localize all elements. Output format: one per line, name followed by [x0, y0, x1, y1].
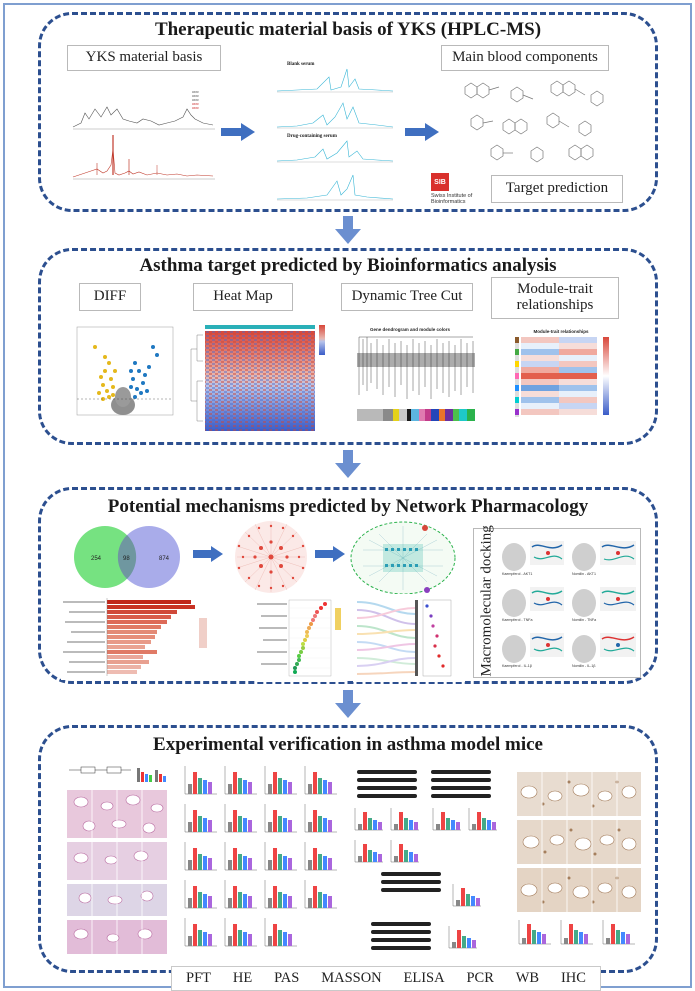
docking-thumb	[502, 541, 564, 571]
label-diff: DIFF	[79, 283, 141, 311]
chemical-structures-figure	[451, 77, 615, 169]
svg-text:####: ####	[192, 94, 199, 98]
down-arrow-icon	[335, 216, 361, 244]
technique-list: PFT HE PAS MASSON ELISA PCR WB IHC	[171, 966, 601, 991]
technique-ihc: IHC	[560, 970, 586, 986]
module-trait-title: Module-trait relationships	[533, 329, 589, 334]
docking-thumb	[502, 633, 564, 663]
sib-logo-mark: SIB	[431, 173, 449, 191]
chrom-label-drug: Drug-containing serum	[287, 134, 338, 139]
svg-text:####: ####	[192, 90, 199, 94]
label-dynamic-tree-cut: Dynamic Tree Cut	[341, 283, 473, 311]
technique-elisa: ELISA	[403, 970, 445, 986]
label-main-blood-components: Main blood components	[441, 45, 609, 71]
venn-count-intersection: 98	[123, 556, 130, 562]
docking-thumb	[502, 587, 564, 617]
label-target-prediction: Target prediction	[491, 175, 623, 203]
panel-material-basis: Therapeutic material basis of YKS (HPLC-…	[38, 12, 658, 212]
docking-panel: Macromolecular docking	[473, 525, 641, 678]
module-trait-figure: Module-trait relationships	[491, 327, 621, 433]
svg-text:####: ####	[192, 102, 199, 106]
panel-title-bioinformatics: Asthma target predicted by Bioinformatic…	[139, 255, 557, 276]
volcano-plot-figure	[65, 323, 177, 427]
dendrogram-title: Gene dendrogram and module colors	[370, 327, 451, 332]
label-module-trait: Module-trait relationships	[491, 277, 619, 319]
technique-wb: WB	[515, 970, 540, 986]
docking-caption: Kaempferol - AKT1	[502, 572, 532, 576]
western-blot-figure	[351, 764, 501, 960]
heat-map-figure	[185, 321, 329, 433]
ppi-network-figure	[235, 521, 307, 593]
label-yks-material-basis: YKS material basis	[67, 45, 221, 71]
right-arrow-icon	[221, 123, 255, 141]
dendrogram-figure: Gene dendrogram and module colors	[337, 325, 483, 431]
sankey-figure	[353, 594, 465, 682]
technique-pcr: PCR	[466, 970, 494, 986]
compound-target-network-figure	[350, 521, 456, 595]
docking-caption: Nomilin - IL-1β	[572, 664, 595, 668]
right-arrow-icon	[315, 546, 345, 562]
technique-masson: MASSON	[321, 970, 382, 986]
svg-text:####: ####	[192, 106, 199, 110]
label-heat-map: Heat Map	[193, 283, 293, 311]
serum-chromatogram-figure: Blank serum Drug-containing serum	[267, 57, 397, 203]
sib-name-line1: Swiss Institute of	[431, 193, 473, 199]
sib-name-line2: Bioinformatics	[431, 199, 466, 205]
panel-title-experimental: Experimental verification in asthma mode…	[153, 734, 543, 755]
material-chromatogram-figure: #### #### #### #### ####	[67, 79, 217, 183]
docking-thumb	[572, 633, 636, 663]
svg-text:####: ####	[192, 98, 199, 102]
elisa-pcr-bar-charts-figure	[181, 764, 343, 954]
technique-pas: PAS	[274, 970, 300, 986]
venn-count-right: 874	[159, 556, 170, 562]
kegg-dot-plot-figure	[255, 598, 345, 682]
venn-count-left: 254	[91, 556, 102, 562]
sib-logo: SIB Swiss Institute of Bioinformatics	[431, 171, 489, 207]
docking-caption: Nomilin - TNFa	[572, 618, 596, 622]
panel-experimental-verification: Experimental verification in asthma mode…	[38, 725, 658, 991]
down-arrow-icon	[335, 450, 361, 478]
docking-caption: Kaempferol - IL-1β	[502, 664, 532, 668]
panel-title-network-pharmacology: Potential mechanisms predicted by Networ…	[107, 496, 589, 517]
panel-title-material-basis: Therapeutic material basis of YKS (HPLC-…	[154, 19, 542, 40]
panel-network-pharmacology: Potential mechanisms predicted by Networ…	[38, 487, 658, 684]
right-arrow-icon	[405, 123, 439, 141]
label-module-trait-line2: relationships	[516, 297, 594, 313]
technique-he: HE	[232, 970, 253, 986]
docking-caption: Nomilin - AKT1	[572, 572, 596, 576]
ihc-figure	[509, 762, 643, 958]
docking-thumb	[572, 541, 636, 571]
technique-pft: PFT	[186, 970, 211, 986]
venn-diagram: 254 98 874	[74, 526, 180, 588]
label-module-trait-line1: Module-trait	[517, 281, 593, 298]
docking-thumb	[572, 587, 636, 617]
panel-bioinformatics: Asthma target predicted by Bioinformatic…	[38, 248, 658, 445]
docking-caption: Kaempferol - TNFa	[502, 618, 533, 622]
chrom-label-blank: Blank serum	[287, 62, 315, 67]
right-arrow-icon	[193, 546, 223, 562]
docking-label: Macromolecular docking	[478, 525, 495, 677]
go-enrichment-bar-figure	[61, 598, 211, 680]
down-arrow-icon	[335, 690, 361, 718]
histology-figure	[61, 762, 171, 958]
